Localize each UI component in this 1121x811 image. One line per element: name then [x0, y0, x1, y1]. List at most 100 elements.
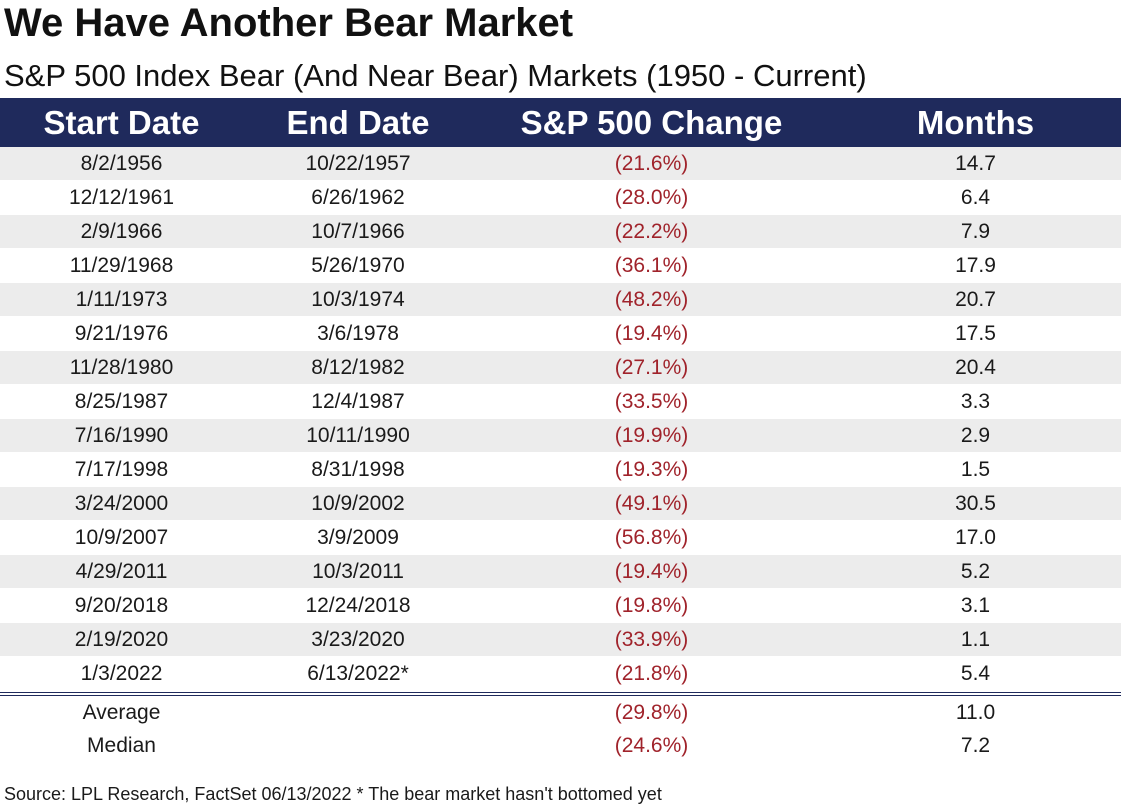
change-cell: (33.9%)	[614, 627, 689, 651]
table-row: 1/3/2022 6/13/2022* (21.8%) 5.4	[0, 657, 1121, 691]
start-date-cell: 7/16/1990	[74, 423, 169, 447]
end-date-cell: 10/9/2002	[311, 491, 405, 515]
table-row: 9/21/1976 3/6/1978 (19.4%) 17.5	[0, 317, 1121, 351]
change-cell: (19.4%)	[614, 321, 689, 345]
change-cell: (28.0%)	[614, 185, 689, 209]
change-cell: (48.2%)	[614, 287, 689, 311]
change-cell: (27.1%)	[614, 355, 689, 379]
months-cell: 30.5	[955, 491, 996, 515]
months-cell: 17.9	[955, 253, 996, 277]
start-date-cell: 8/25/1987	[74, 389, 169, 413]
months-cell: 1.5	[960, 457, 991, 481]
start-date-cell: Average	[82, 700, 161, 724]
months-cell: 1.1	[960, 627, 991, 651]
start-date-cell: 12/12/1961	[68, 185, 175, 209]
end-date-cell: 8/12/1982	[311, 355, 405, 379]
months-cell: 20.4	[955, 355, 996, 379]
end-date-cell: 3/6/1978	[317, 321, 399, 345]
table-row: 11/28/1980 8/12/1982 (27.1%) 20.4	[0, 351, 1121, 385]
table-row: Median (24.6%) 7.2	[0, 729, 1121, 762]
header-sp500-change: S&P 500 Change	[520, 103, 783, 141]
table-summary: Average (29.8%) 11.0 Median (24.6%) 7.2	[0, 696, 1121, 762]
header-start-date: Start Date	[43, 103, 200, 141]
change-cell: (22.2%)	[614, 219, 689, 243]
table-row: 12/12/1961 6/26/1962 (28.0%) 6.4	[0, 181, 1121, 215]
header-months: Months	[916, 103, 1035, 141]
change-cell: (19.4%)	[614, 559, 689, 583]
end-date-cell: 10/7/1966	[311, 219, 405, 243]
end-date-cell: 10/3/1974	[311, 287, 405, 311]
months-cell: 17.5	[955, 321, 996, 345]
bear-markets-table: Start Date End Date S&P 500 Change Month…	[0, 98, 1121, 762]
months-cell: 5.4	[960, 661, 991, 685]
start-date-cell: 1/3/2022	[80, 661, 163, 685]
change-cell: (33.5%)	[614, 389, 689, 413]
source-note: Source: LPL Research, FactSet 06/13/2022…	[4, 784, 662, 804]
change-cell: (19.3%)	[614, 457, 689, 481]
months-cell: 14.7	[955, 151, 996, 175]
start-date-cell: 10/9/2007	[74, 525, 169, 549]
table-row: 11/29/1968 5/26/1970 (36.1%) 17.9	[0, 249, 1121, 283]
start-date-cell: 2/9/1966	[80, 219, 163, 243]
end-date-cell: 6/13/2022*	[307, 661, 409, 685]
end-date-cell: 10/11/1990	[306, 423, 410, 447]
table-row: 8/2/1956 10/22/1957 (21.6%) 14.7	[0, 147, 1121, 181]
change-cell: (29.8%)	[614, 700, 689, 724]
start-date-cell: 9/20/2018	[74, 593, 169, 617]
start-date-cell: 4/29/2011	[75, 559, 168, 583]
months-cell: 3.1	[960, 593, 991, 617]
end-date-cell: 3/9/2009	[317, 525, 399, 549]
change-cell: (21.6%)	[614, 151, 689, 175]
table-row: 10/9/2007 3/9/2009 (56.8%) 17.0	[0, 521, 1121, 555]
change-cell: (19.9%)	[614, 423, 689, 447]
end-date-cell: 10/3/2011	[312, 559, 404, 583]
start-date-cell: 1/11/1973	[75, 287, 168, 311]
start-date-cell: 2/19/2020	[74, 627, 169, 651]
end-date-cell: 5/26/1970	[311, 253, 405, 277]
table-row: 9/20/2018 12/24/2018 (19.8%) 3.1	[0, 589, 1121, 623]
end-date-cell: 3/23/2020	[311, 627, 405, 651]
months-cell: 11.0	[955, 700, 996, 724]
table-body: 8/2/1956 10/22/1957 (21.6%) 14.7 12/12/1961 6…	[0, 147, 1121, 691]
table-row: 4/29/2011 10/3/2011 (19.4%) 5.2	[0, 555, 1121, 589]
header-end-date: End Date	[286, 103, 430, 141]
months-cell: 7.9	[960, 219, 991, 243]
page-title: We Have Another Bear Market	[4, 1, 574, 45]
start-date-cell: 3/24/2000	[74, 491, 169, 515]
end-date-cell: 12/24/2018	[305, 593, 411, 617]
start-date-cell: 11/28/1980	[69, 355, 174, 379]
change-cell: (36.1%)	[614, 253, 689, 277]
table-row: 7/16/1990 10/11/1990 (19.9%) 2.9	[0, 419, 1121, 453]
table-row: 3/24/2000 10/9/2002 (49.1%) 30.5	[0, 487, 1121, 521]
start-date-cell: 7/17/1998	[74, 457, 169, 481]
table-row: 1/11/1973 10/3/1974 (48.2%) 20.7	[0, 283, 1121, 317]
table-row: 8/25/1987 12/4/1987 (33.5%) 3.3	[0, 385, 1121, 419]
change-cell: (49.1%)	[614, 491, 689, 515]
months-cell: 3.3	[960, 389, 991, 413]
end-date-cell: 8/31/1998	[311, 457, 405, 481]
summary-divider	[0, 692, 1121, 696]
start-date-cell: 8/2/1956	[80, 151, 163, 175]
months-cell: 17.0	[955, 525, 996, 549]
months-cell: 2.9	[960, 423, 991, 447]
end-date-cell: 10/22/1957	[305, 151, 411, 175]
start-date-cell: Median	[87, 733, 156, 757]
change-cell: (24.6%)	[614, 733, 689, 757]
months-cell: 20.7	[955, 287, 996, 311]
table-row: 7/17/1998 8/31/1998 (19.3%) 1.5	[0, 453, 1121, 487]
start-date-cell: 9/21/1976	[74, 321, 169, 345]
page-subtitle: S&P 500 Index Bear (And Near Bear) Marke…	[4, 58, 867, 93]
table-row: 2/9/1966 10/7/1966 (22.2%) 7.9	[0, 215, 1121, 249]
start-date-cell: 11/29/1968	[69, 253, 174, 277]
months-cell: 6.4	[960, 185, 991, 209]
end-date-cell: 6/26/1962	[311, 185, 405, 209]
table-row: 2/19/2020 3/23/2020 (33.9%) 1.1	[0, 623, 1121, 657]
change-cell: (19.8%)	[614, 593, 689, 617]
end-date-cell: 12/4/1987	[311, 389, 405, 413]
months-cell: 5.2	[960, 559, 991, 583]
table-row: Average (29.8%) 11.0	[0, 696, 1121, 729]
months-cell: 7.2	[960, 733, 991, 757]
change-cell: (56.8%)	[614, 525, 689, 549]
table-header: Start Date End Date S&P 500 Change Month…	[0, 98, 1121, 147]
change-cell: (21.8%)	[614, 661, 689, 685]
